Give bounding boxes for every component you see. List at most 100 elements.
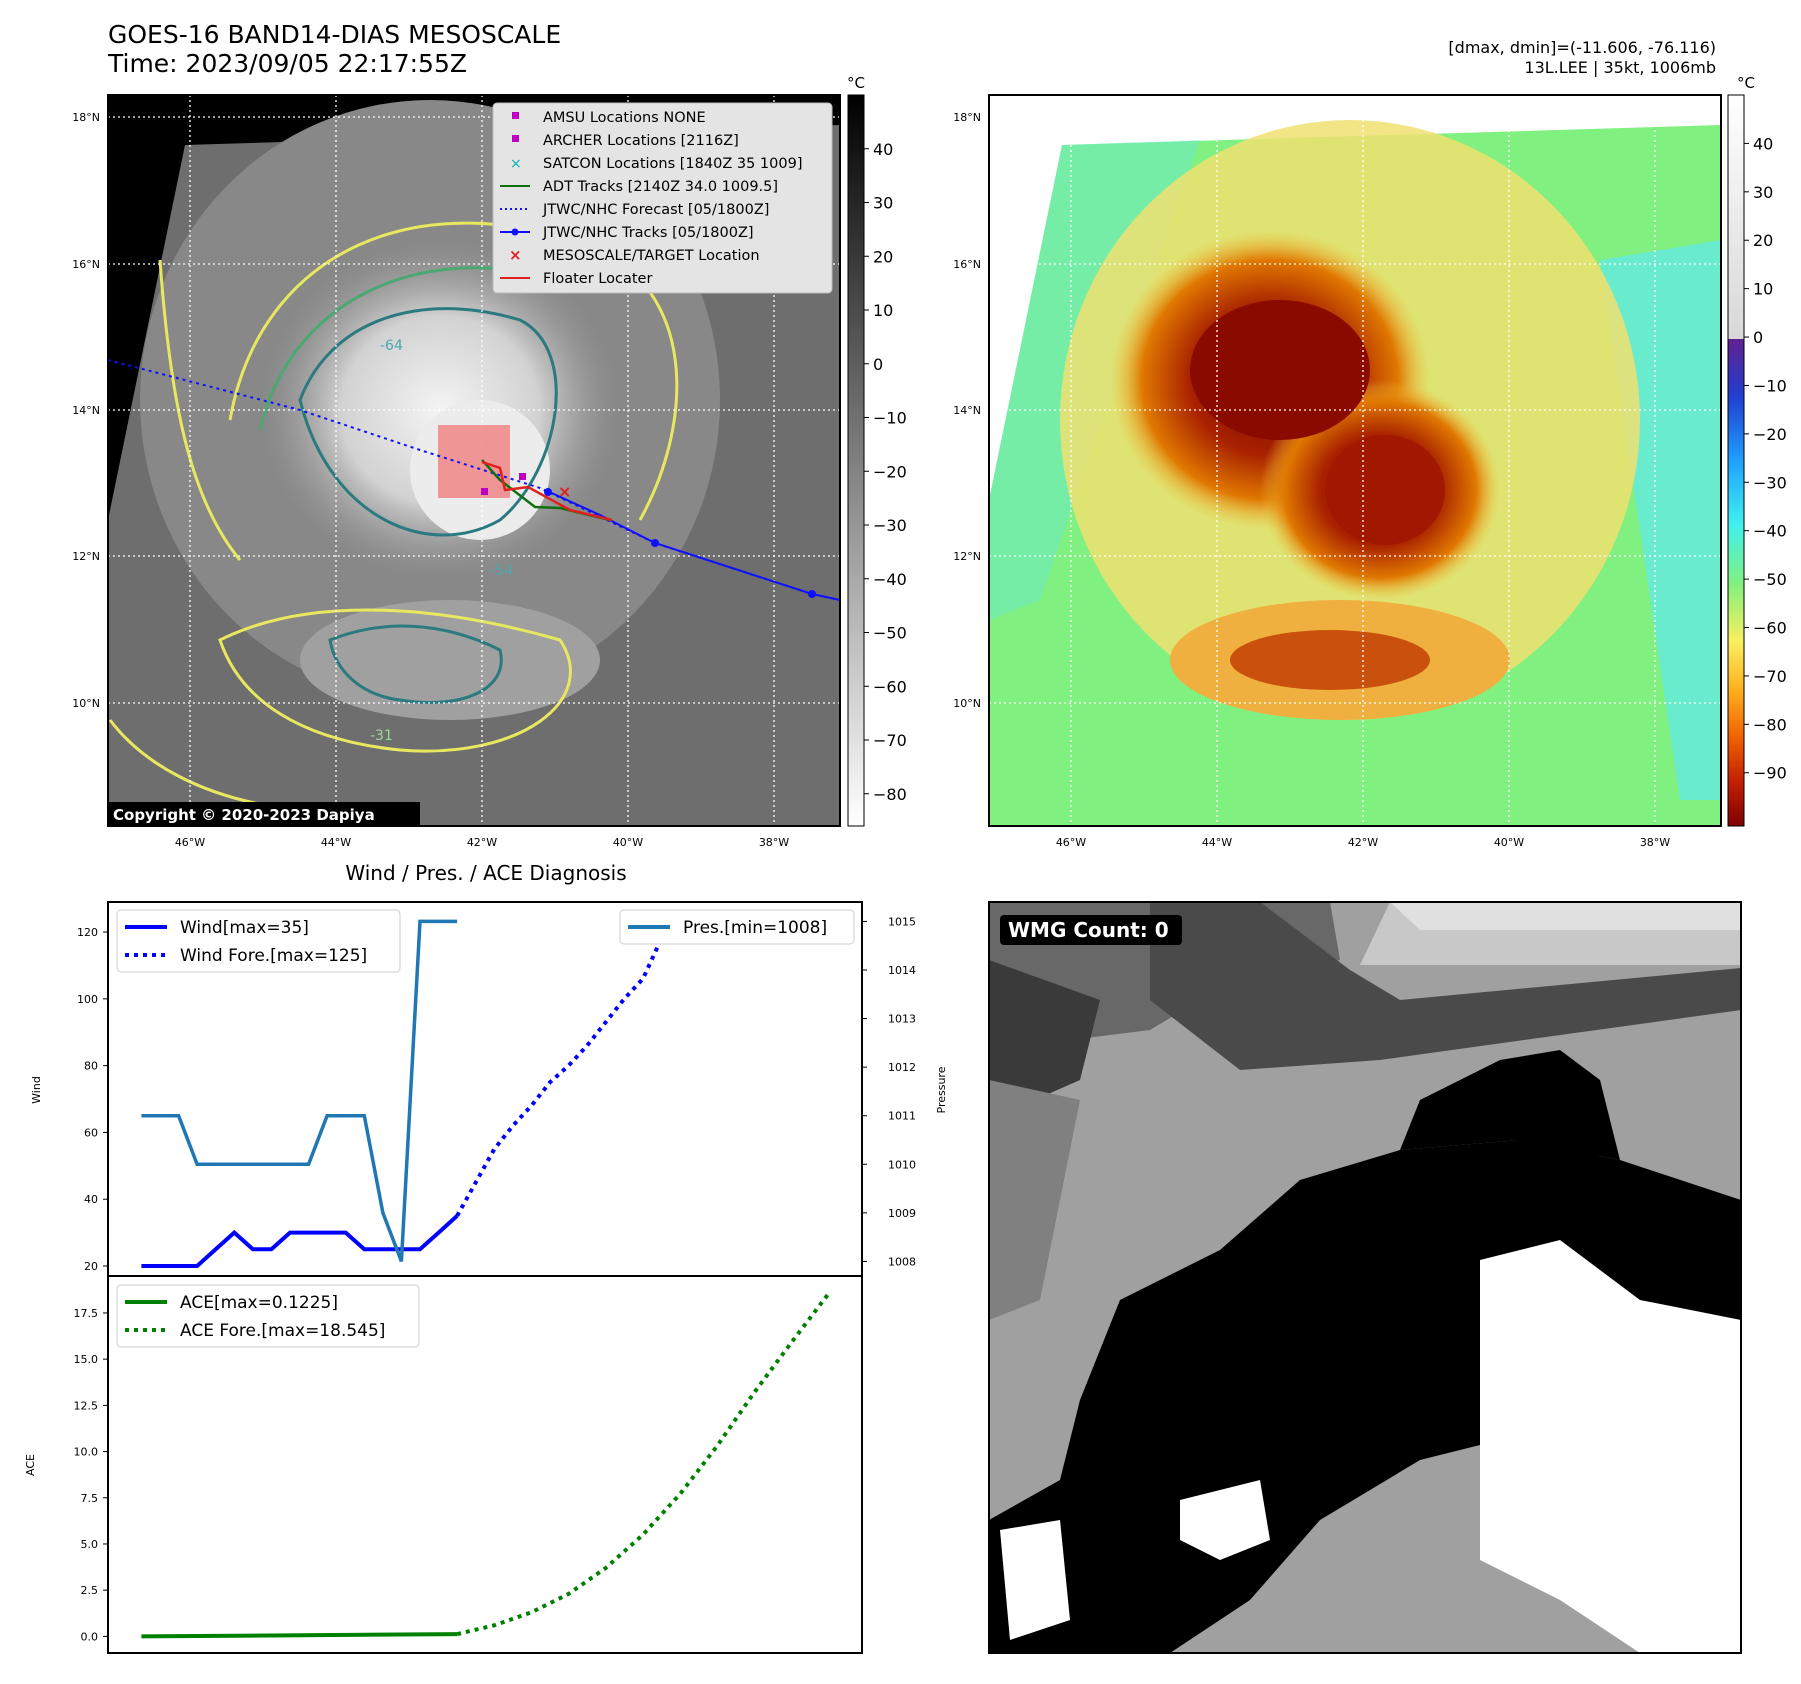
legend-item: ARCHER Locations [2116Z] [543,133,739,149]
pressure-tick-label: 1011 [888,1110,916,1123]
legend-item: Pres.[min=1008] [683,918,827,938]
legend-item: AMSU Locations NONE [543,110,706,126]
square-marker-icon [512,112,519,119]
wind-tick-label: 120 [77,926,98,939]
lon-label: 44°W [321,836,351,849]
legend-item: ACE Fore.[max=18.545] [180,1321,385,1341]
floater-box [438,425,510,498]
colorbar-tick-label: −10 [1753,376,1787,395]
map-legend [492,102,833,294]
series-line-1 [455,913,736,1217]
lon-label: 40°W [1494,836,1524,849]
ace-tick-label: 17.5 [74,1307,99,1320]
wind-tick-label: 60 [84,1126,98,1139]
pressure-tick-label: 1010 [888,1158,916,1171]
lat-label: 16°N [72,258,100,271]
wind-axis-label: Wind [30,1076,43,1104]
pressure-tick-label: 1012 [888,1061,916,1074]
lon-label: 38°W [1640,836,1670,849]
pressure-axis-label: Pressure [935,1066,948,1113]
legend-item: JTWC/NHC Forecast [05/1800Z] [542,202,769,218]
lat-label: 12°N [72,550,100,563]
dmax-dmin-text: [dmax, dmin]=(-11.606, -76.116) [1448,38,1716,57]
wind-tick-label: 80 [84,1060,98,1073]
ace-tick-label: 10.0 [74,1446,99,1459]
figure-time: Time: 2023/09/05 22:17:55Z [108,49,467,78]
pressure-tick-label: 1015 [888,915,916,928]
legend-item: Wind Fore.[max=125] [180,946,367,966]
colorbar-tick-label: −70 [1753,667,1787,686]
contour-label: -64 [380,338,403,354]
wind-legend [116,909,401,973]
colorbar-tick-label: 0 [873,355,883,374]
colorbar-tick-label: −50 [1753,570,1787,589]
ace-legend [116,1284,420,1348]
x-marker-icon: × [509,246,522,264]
colorbar-tick-label: −60 [1753,619,1787,638]
pressure-tick-label: 1013 [888,1013,916,1026]
colorbar-tick-label: 20 [1753,231,1773,250]
ace-tick-label: 5.0 [81,1538,99,1551]
wmg-count-label: WMG Count: 0 [1008,918,1169,942]
colorbar-tick-label: 40 [1753,134,1773,153]
colorbar-tick-label: −30 [1753,473,1787,492]
ir-color-map [989,95,1721,826]
contour-label: -31 [370,728,393,744]
pressure-tick-label: 1008 [888,1255,916,1268]
legend-item: ADT Tracks [2140Z 34.0 1009.5] [543,179,778,195]
lon-label: 38°W [759,836,789,849]
ace-tick-label: 12.5 [74,1399,99,1412]
lat-label: 16°N [953,258,981,271]
ace-series-line-0 [141,1632,458,1639]
legend-item: ACE[max=0.1225] [180,1293,338,1313]
lon-label: 46°W [175,836,205,849]
copyright-box [108,802,420,826]
colorbar-unit: °C [1737,74,1755,92]
storm-info-text: 13L.LEE | 35kt, 1006mb [1524,58,1716,77]
lon-label: 44°W [1202,836,1232,849]
colorbar-tick-label: −50 [873,624,907,643]
colorbar-tick-label: −40 [873,570,907,589]
lat-label: 14°N [72,404,100,417]
wmg-count-box [1000,915,1182,945]
figure-title: GOES-16 BAND14-DIAS MESOSCALE [108,20,562,49]
colorbar-tick-label: −30 [873,516,907,535]
colorbar-tick-label: −80 [873,785,907,804]
colorbar-unit: °C [847,74,865,92]
colorbar-tick-label: −40 [1753,522,1787,541]
colorbar-tick-label: −60 [873,677,907,696]
floater-track [481,460,613,522]
lat-label: 10°N [953,697,981,710]
square-marker-icon [512,135,519,142]
pressure-tick-label: 1014 [888,964,916,977]
ace-tick-label: 0.0 [81,1630,99,1643]
lon-label: 42°W [1348,836,1378,849]
colorbar-tick-label: 10 [1753,280,1773,299]
lat-label: 10°N [72,697,100,710]
ace-tick-label: 15.0 [74,1353,99,1366]
colorbar-tick-label: −20 [1753,425,1787,444]
legend-item: JTWC/NHC Tracks [05/1800Z] [542,225,754,241]
color-colorbar-cold [1728,339,1744,826]
colorbar-tick-label: 30 [873,194,893,213]
lat-label: 18°N [72,111,100,124]
colorbar-tick-label: 30 [1753,183,1773,202]
pressure-legend [619,909,855,945]
colorbar-tick-label: 40 [873,140,893,159]
x-marker-icon: × [510,156,522,172]
svg-text:×: × [558,482,571,501]
ace-series-line-1 [456,1292,831,1637]
copyright-text: Copyright © 2020-2023 Dapiya [113,806,375,824]
color-colorbar-warm [1728,95,1744,339]
ace-tick-label: 2.5 [81,1584,99,1597]
colorbar-tick-label: 10 [873,301,893,320]
lat-label: 12°N [953,550,981,563]
wind-tick-label: 40 [84,1193,98,1206]
legend-item: Floater Locater [543,271,652,287]
wmg-panel: WMG Count: 0 [989,902,1741,1653]
ace-tick-label: 7.5 [81,1492,99,1505]
lon-label: 40°W [613,836,643,849]
lon-label: 46°W [1056,836,1086,849]
colorbar-tick-label: 20 [873,247,893,266]
